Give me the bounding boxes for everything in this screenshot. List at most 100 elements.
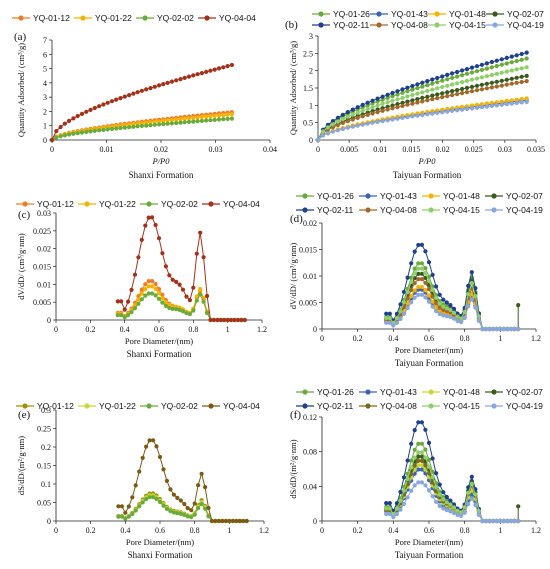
data-point [491, 326, 496, 332]
data-point [387, 501, 392, 506]
legend-marker [491, 403, 497, 409]
data-point [150, 215, 155, 220]
data-point [524, 79, 529, 84]
y-tick-label: 5 [43, 65, 47, 74]
formation-label: Shanxi Formation [127, 349, 192, 359]
data-point [430, 494, 435, 499]
data-point [156, 236, 162, 241]
data-point [434, 295, 439, 300]
data-point [416, 284, 421, 290]
legend-entry: YQ-01-12 [33, 13, 70, 23]
data-point [435, 110, 440, 115]
y-tick-label: 0.12 [303, 413, 317, 422]
data-point [455, 318, 460, 324]
data-point [171, 510, 176, 515]
data-point [499, 83, 504, 88]
data-point [466, 292, 471, 297]
legend-entry: YQ-01-12 [37, 199, 74, 209]
legend-marker [365, 193, 371, 199]
data-point [494, 103, 499, 108]
data-point [350, 124, 355, 129]
data-point [167, 302, 172, 308]
data-point [163, 300, 168, 305]
data-point [409, 471, 414, 477]
data-point [460, 86, 465, 92]
data-point [216, 117, 222, 122]
y-tick-label: 0.2 [41, 443, 51, 452]
data-point [489, 103, 494, 109]
data-point [415, 100, 420, 105]
data-point [109, 99, 115, 104]
data-point [135, 90, 140, 95]
data-point [504, 98, 509, 103]
chart-panel-0: 0 0.01 0.02 0.03 0.04 0 1 2 3 4 5 6 7 (a)Quantity Ads… [12, 13, 277, 180]
data-point [182, 501, 187, 507]
data-point [185, 506, 190, 511]
legend-entry: YQ-01-12 [37, 401, 74, 411]
series-line [317, 80, 527, 141]
data-point [170, 277, 175, 282]
data-point [484, 101, 489, 106]
data-point [139, 287, 144, 292]
data-point [398, 316, 403, 322]
data-point [440, 78, 445, 83]
panel-letter: (e) [18, 409, 31, 421]
data-point [186, 74, 192, 79]
data-point [88, 129, 93, 134]
data-point [54, 129, 59, 134]
data-point [401, 501, 407, 506]
data-point [180, 287, 186, 292]
data-point [132, 306, 138, 311]
legend-entry: YQ-04-04 [223, 199, 260, 209]
data-point [514, 97, 519, 102]
data-point [423, 427, 428, 432]
data-point [221, 117, 226, 122]
data-point [160, 300, 165, 305]
data-point [419, 463, 424, 468]
data-point [387, 320, 392, 325]
data-point [178, 77, 183, 82]
y-tick-label: 2 [309, 67, 313, 76]
data-point [479, 82, 484, 87]
data-point [400, 103, 405, 108]
data-point [469, 103, 475, 108]
data-point [504, 55, 509, 61]
data-point [131, 91, 136, 96]
data-point [148, 86, 153, 91]
data-point [199, 114, 204, 120]
data-point [440, 91, 445, 96]
y-tick-label: 2 [43, 107, 47, 116]
data-point [75, 131, 80, 136]
data-point [225, 112, 230, 117]
data-point [398, 309, 403, 314]
data-point [499, 57, 504, 62]
x-tick-label: 0.015 [402, 145, 420, 154]
data-point [455, 512, 460, 518]
data-point [241, 518, 246, 524]
data-point [206, 505, 211, 511]
data-point [479, 105, 484, 110]
data-point [139, 88, 144, 93]
data-point [420, 80, 425, 85]
data-point [365, 112, 370, 117]
data-point [315, 137, 321, 143]
data-point [229, 112, 234, 117]
data-point [405, 296, 410, 301]
data-point [405, 476, 410, 481]
data-point [524, 65, 529, 70]
data-point [499, 99, 504, 104]
data-point [512, 518, 517, 524]
data-point [345, 119, 350, 124]
data-point [464, 78, 470, 83]
x-tick-label: 1.2 [257, 325, 267, 334]
data-point [484, 66, 489, 71]
data-point [185, 514, 190, 519]
data-point [201, 255, 206, 260]
panel-letter: (c) [18, 209, 31, 221]
data-point [519, 57, 524, 62]
data-point [198, 292, 203, 297]
panel-letter: (f) [290, 409, 301, 421]
data-point [455, 311, 460, 316]
data-point [479, 62, 484, 67]
data-point [370, 105, 375, 110]
